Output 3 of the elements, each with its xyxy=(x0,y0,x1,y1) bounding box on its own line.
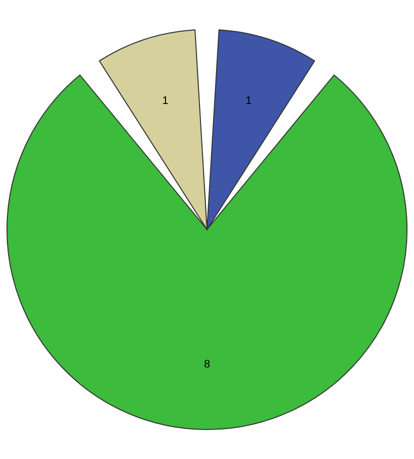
data-label: 8 xyxy=(204,358,210,370)
data-label: 1 xyxy=(246,95,252,108)
data-label: 1 xyxy=(162,95,168,108)
